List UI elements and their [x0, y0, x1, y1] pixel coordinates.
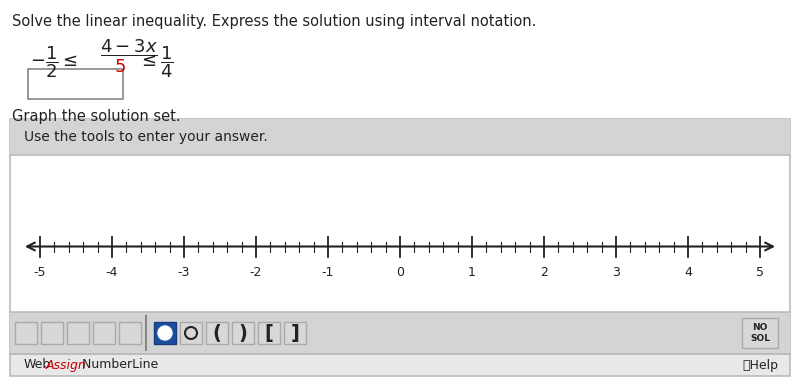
Text: (: (	[213, 323, 221, 343]
Text: NO
SOL: NO SOL	[750, 323, 770, 343]
Text: -1: -1	[322, 265, 334, 278]
Bar	[154, 322, 176, 344]
Text: $\leq \dfrac{1}{4}$: $\leq \dfrac{1}{4}$	[138, 44, 174, 79]
Text: Web: Web	[24, 359, 52, 371]
Text: 2: 2	[540, 265, 548, 278]
Text: 4: 4	[684, 265, 692, 278]
Bar	[206, 322, 228, 344]
Bar	[28, 69, 123, 99]
Bar	[284, 322, 306, 344]
Text: -3: -3	[178, 265, 190, 278]
Text: $-\dfrac{1}{2} \leq$: $-\dfrac{1}{2} \leq$	[30, 44, 77, 79]
Text: [: [	[265, 323, 274, 343]
Bar	[232, 322, 254, 344]
Bar	[93, 322, 115, 344]
Text: 1: 1	[468, 265, 476, 278]
Bar	[10, 354, 790, 376]
Text: 0: 0	[396, 265, 404, 278]
Text: ⓘHelp: ⓘHelp	[742, 359, 778, 371]
Bar	[258, 322, 280, 344]
Bar	[67, 322, 89, 344]
Text: NumberLine: NumberLine	[78, 359, 159, 371]
Bar	[119, 322, 141, 344]
Text: -2: -2	[250, 265, 262, 278]
Text: -4: -4	[105, 265, 118, 278]
Text: 5: 5	[756, 265, 764, 278]
Text: Assign: Assign	[46, 359, 87, 371]
Text: Graph the solution set.: Graph the solution set.	[12, 109, 180, 124]
Bar	[10, 312, 790, 354]
Text: ]: ]	[291, 323, 299, 343]
Bar	[10, 119, 790, 354]
Bar	[10, 119, 790, 155]
Circle shape	[158, 326, 172, 340]
Text: Use the tools to enter your answer.: Use the tools to enter your answer.	[24, 130, 268, 144]
Text: 3: 3	[612, 265, 620, 278]
Text: ): )	[238, 323, 247, 343]
Text: -5: -5	[34, 265, 46, 278]
Text: $5$: $5$	[114, 58, 126, 76]
Bar	[15, 322, 37, 344]
Text: Solve the linear inequality. Express the solution using interval notation.: Solve the linear inequality. Express the…	[12, 14, 536, 29]
Bar	[742, 318, 778, 348]
Circle shape	[160, 328, 170, 338]
Bar	[41, 322, 63, 344]
Text: $\dfrac{4-3x}{\ }$: $\dfrac{4-3x}{\ }$	[100, 44, 158, 62]
Bar	[180, 322, 202, 344]
